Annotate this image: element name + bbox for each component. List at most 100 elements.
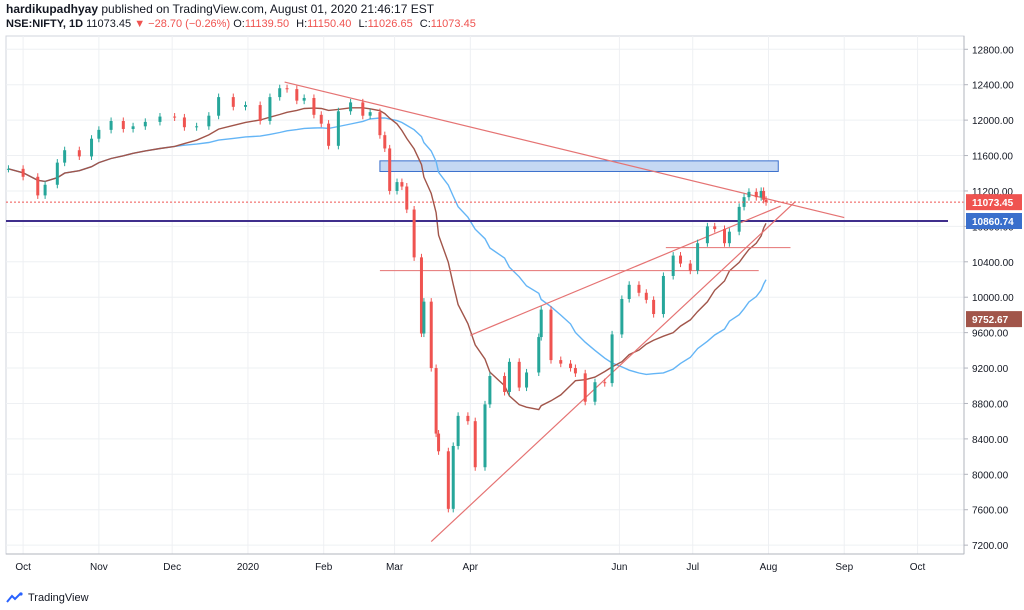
candle-body xyxy=(422,301,426,334)
candle-body xyxy=(603,382,607,384)
x-tick-label: Apr xyxy=(463,562,479,573)
candle-body xyxy=(231,97,235,107)
y-tick-label: 7200.00 xyxy=(972,541,1009,552)
y-tick-label: 12000.00 xyxy=(972,116,1014,127)
candle-body xyxy=(507,361,511,392)
brand-name[interactable]: TradingView xyxy=(28,592,89,604)
price-label-text: 11073.45 xyxy=(972,198,1014,209)
candle-body xyxy=(302,97,306,101)
candle-body xyxy=(661,275,665,315)
candle-body xyxy=(383,135,387,149)
candle-body xyxy=(583,373,587,402)
candle-body xyxy=(319,114,323,124)
x-tick-label: 2020 xyxy=(237,562,260,573)
change-arrow-icon: ▼ xyxy=(134,18,146,30)
candle-body xyxy=(762,190,766,200)
y-tick-label: 9200.00 xyxy=(972,364,1009,375)
y-tick-label: 10400.00 xyxy=(972,258,1014,269)
candle-body xyxy=(696,243,700,271)
author-name[interactable]: hardikupadhyay xyxy=(6,2,99,16)
footer-branding: TradingView xyxy=(6,589,89,607)
candle-body xyxy=(378,112,382,136)
publish-info: published on TradingView.com, August 01,… xyxy=(101,2,435,16)
y-tick-label: 8400.00 xyxy=(972,435,1009,446)
y-tick-label: 11200.00 xyxy=(972,187,1013,198)
moving-average-blue-line xyxy=(8,117,767,376)
price-chart[interactable]: 7200.00 7600.00 8000.00 8400.00 8800.00 9200.… xyxy=(0,0,1024,590)
candle-body xyxy=(419,257,423,334)
legend-line: NSE:NIFTY, 1D 11073.45 ▼ −28.70 (−0.26%)… xyxy=(6,17,1016,32)
candle-body xyxy=(412,209,416,258)
candle-body xyxy=(285,88,289,90)
candle-body xyxy=(754,191,758,198)
candle-body xyxy=(21,168,25,177)
candle-body xyxy=(451,445,455,509)
candle-body xyxy=(195,126,199,128)
x-tick-label: Oct xyxy=(15,562,31,573)
x-tick-label: Nov xyxy=(90,562,108,573)
moving-average-brown-line xyxy=(8,107,767,411)
candle-body xyxy=(131,126,135,129)
y-tick-label: 11600.00 xyxy=(972,152,1013,163)
tradingview-logo-icon xyxy=(6,592,23,603)
candle-body xyxy=(573,368,577,374)
candle-body xyxy=(759,190,763,198)
candle-body xyxy=(488,376,492,405)
close-label: C: xyxy=(419,18,431,30)
candle-body xyxy=(627,284,631,299)
close-value: 11073.45 xyxy=(430,18,476,30)
candle-body xyxy=(539,309,543,338)
candle-body xyxy=(644,292,648,300)
candle-body xyxy=(217,97,221,116)
candle-body xyxy=(549,309,553,361)
high-value: 11150.40 xyxy=(307,18,352,30)
candle-body xyxy=(182,117,186,128)
price-change: −28.70 (−0.26%) xyxy=(148,18,231,30)
candle-body xyxy=(207,115,211,127)
candle-body xyxy=(429,301,433,369)
candle-body xyxy=(593,382,597,402)
y-tick-label: 12800.00 xyxy=(972,45,1014,56)
publish-line: hardikupadhyay published on TradingView.… xyxy=(6,2,1016,17)
candle-body xyxy=(361,102,365,116)
price-label-text: 9752.67 xyxy=(972,315,1009,326)
candle-body xyxy=(388,148,392,191)
candle-body xyxy=(679,255,683,264)
candle-body xyxy=(36,176,40,196)
candle-body xyxy=(43,184,47,196)
candle-body xyxy=(327,123,331,146)
candles xyxy=(6,84,768,513)
candle-body xyxy=(737,206,741,232)
y-tick-label: 8800.00 xyxy=(972,399,1009,410)
candle-body xyxy=(620,298,624,335)
candle-body xyxy=(727,231,731,244)
candle-body xyxy=(6,168,10,170)
candle-body xyxy=(671,255,675,276)
candle-body xyxy=(55,162,59,185)
candle-body xyxy=(368,112,372,116)
low-label: L: xyxy=(358,18,368,30)
trendline xyxy=(284,81,845,219)
y-tick-label: 8000.00 xyxy=(972,470,1009,481)
x-tick-label: Feb xyxy=(315,562,333,573)
candle-body xyxy=(97,129,101,139)
candle-body xyxy=(559,360,563,364)
candle-body xyxy=(258,105,262,122)
candle-body xyxy=(747,191,751,198)
trendline xyxy=(470,205,781,336)
candle-body xyxy=(121,121,125,129)
candle-body xyxy=(268,97,272,122)
price-label-tag xyxy=(966,311,1022,328)
symbol-label[interactable]: NSE:NIFTY, 1D xyxy=(6,18,84,30)
candle-body xyxy=(312,97,316,115)
candle-body xyxy=(652,299,656,315)
x-tick-label: Jun xyxy=(611,562,627,573)
candle-body xyxy=(77,150,81,157)
candle-body xyxy=(400,182,404,187)
plot-area xyxy=(5,35,965,555)
candle-body xyxy=(525,372,529,388)
x-tick-label: Jul xyxy=(686,562,699,573)
candle-body xyxy=(90,138,94,157)
candle-body xyxy=(278,88,282,98)
y-tick-label: 7600.00 xyxy=(972,506,1009,517)
